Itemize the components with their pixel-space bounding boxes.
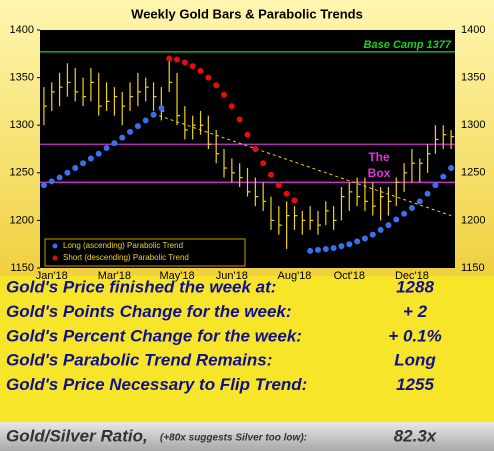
trend-dot bbox=[87, 155, 94, 162]
row-value: + 0.1% bbox=[388, 326, 441, 345]
trend-dot bbox=[228, 103, 235, 110]
trend-dot bbox=[64, 169, 71, 176]
trend-dot bbox=[213, 82, 220, 89]
trend-dot bbox=[221, 91, 228, 98]
row-value: 1255 bbox=[396, 375, 434, 394]
trend-dot bbox=[267, 171, 274, 178]
y-tick-label: 1300 bbox=[10, 119, 34, 131]
trend-dot bbox=[322, 245, 329, 252]
legend-swatch bbox=[52, 255, 58, 261]
row-value: + 2 bbox=[403, 302, 428, 321]
trend-dot bbox=[361, 235, 368, 242]
trend-dot bbox=[127, 128, 134, 135]
trend-dot bbox=[377, 226, 384, 233]
row-label: Gold's Price Necessary to Flip Trend: bbox=[6, 375, 307, 394]
box-label: The bbox=[368, 150, 390, 164]
trend-dot bbox=[40, 182, 47, 189]
trend-dot bbox=[103, 145, 110, 152]
y-tick-label: 1250 bbox=[10, 167, 34, 179]
reference-label: Base Camp 1377 bbox=[364, 39, 452, 51]
footer-value: 82.3x bbox=[394, 426, 438, 445]
trend-dot bbox=[174, 56, 181, 63]
trend-dot bbox=[166, 55, 173, 62]
y2-tick-label: 1150 bbox=[461, 262, 485, 274]
row-value: Long bbox=[394, 351, 436, 370]
table-background bbox=[0, 276, 494, 422]
trend-dot bbox=[189, 63, 196, 70]
chart-title: Weekly Gold Bars & Parabolic Trends bbox=[131, 6, 363, 21]
legend-label: Long (ascending) Parabolic Trend bbox=[63, 241, 183, 250]
y2-tick-label: 1350 bbox=[461, 72, 485, 84]
trend-dot bbox=[283, 190, 290, 197]
x-tick-label: Jun'18 bbox=[216, 270, 248, 282]
trend-dot bbox=[244, 131, 251, 138]
trend-dot bbox=[369, 231, 376, 238]
trend-dot bbox=[401, 210, 408, 217]
trend-line bbox=[153, 113, 452, 217]
legend-swatch bbox=[52, 243, 58, 249]
trend-dot bbox=[158, 105, 165, 112]
legend-label: Short (descending) Parabolic Trend bbox=[63, 253, 189, 262]
x-tick-label: Mar'18 bbox=[98, 270, 131, 282]
footer-label: Gold/Silver Ratio, bbox=[6, 426, 148, 445]
trend-dot bbox=[80, 160, 87, 167]
trend-dot bbox=[181, 59, 188, 66]
trend-dot bbox=[408, 205, 415, 212]
trend-dot bbox=[432, 182, 439, 189]
footer-note: (+80x suggests Silver too low): bbox=[160, 433, 307, 444]
trend-dot bbox=[197, 67, 204, 74]
plot-area bbox=[40, 30, 455, 268]
trend-dot bbox=[346, 241, 353, 248]
trend-dot bbox=[330, 245, 337, 252]
row-label: Gold's Points Change for the week: bbox=[6, 302, 292, 321]
trend-dot bbox=[354, 238, 361, 245]
trend-dot bbox=[275, 182, 282, 189]
trend-dot bbox=[440, 173, 447, 180]
trend-dot bbox=[424, 190, 431, 197]
trend-dot bbox=[236, 116, 243, 123]
y-tick-label: 1200 bbox=[10, 214, 34, 226]
trend-dot bbox=[291, 197, 298, 204]
trend-dot bbox=[150, 111, 157, 118]
x-tick-label: Oct'18 bbox=[334, 270, 365, 282]
trend-dot bbox=[307, 247, 314, 254]
trend-dot bbox=[205, 74, 212, 81]
y2-tick-label: 1200 bbox=[461, 214, 485, 226]
row-value: 1288 bbox=[396, 277, 434, 296]
y-tick-label: 1150 bbox=[10, 262, 34, 274]
trend-dot bbox=[393, 216, 400, 223]
x-tick-label: May'18 bbox=[159, 270, 194, 282]
trend-dot bbox=[72, 165, 79, 172]
y-tick-label: 1350 bbox=[10, 72, 34, 84]
trend-dot bbox=[385, 222, 392, 229]
trend-dot bbox=[119, 134, 126, 141]
trend-dot bbox=[448, 165, 455, 172]
trend-dot bbox=[142, 117, 149, 124]
y2-tick-label: 1400 bbox=[461, 24, 485, 36]
row-label: Gold's Price finished the week at: bbox=[6, 277, 276, 296]
trend-dot bbox=[252, 146, 259, 152]
trend-dot bbox=[260, 160, 267, 167]
trend-dot bbox=[95, 150, 102, 157]
trend-dot bbox=[338, 243, 345, 250]
trend-dot bbox=[416, 198, 423, 205]
box-label: Box bbox=[368, 166, 391, 180]
x-tick-label: Jan'18 bbox=[36, 270, 68, 282]
x-tick-label: Dec'18 bbox=[395, 270, 429, 282]
trend-dot bbox=[314, 246, 321, 253]
footer-background bbox=[0, 422, 494, 451]
trend-dot bbox=[48, 178, 55, 185]
trend-dot bbox=[111, 140, 118, 147]
legend-box bbox=[44, 238, 246, 267]
row-label: Gold's Percent Change for the week: bbox=[6, 326, 302, 345]
y-tick-label: 1400 bbox=[10, 24, 34, 36]
trend-dot bbox=[56, 174, 63, 181]
trend-dot bbox=[134, 123, 141, 130]
row-label: Gold's Parabolic Trend Remains: bbox=[6, 351, 272, 370]
y2-tick-label: 1250 bbox=[461, 167, 485, 179]
x-tick-label: Aug'18 bbox=[278, 270, 312, 282]
y2-tick-label: 1300 bbox=[461, 119, 485, 131]
